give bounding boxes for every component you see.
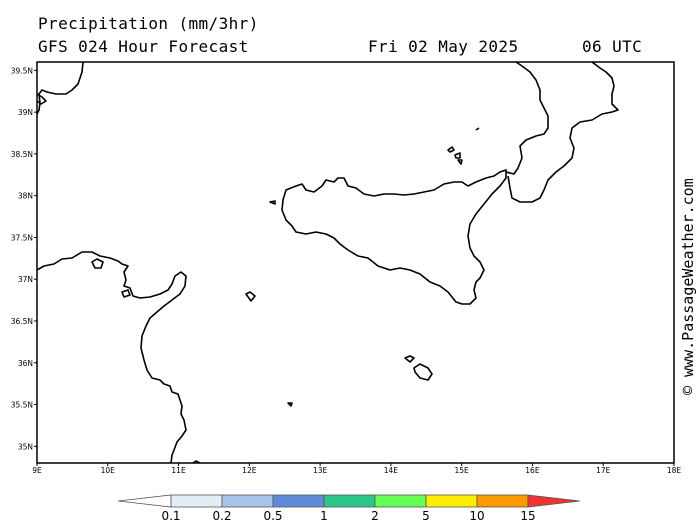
legend-threshold-label: 5 — [422, 509, 430, 523]
coastline — [36, 61, 619, 464]
legend-color-segment — [476, 494, 529, 508]
aeolian-island-4 — [475, 127, 480, 131]
legend-color-segment — [170, 494, 223, 508]
forecast-time-label: 06 UTC — [582, 37, 643, 56]
legend-threshold-label: 1 — [320, 509, 328, 523]
lat-tick-label: 39.5N — [11, 66, 33, 75]
lon-tick-label: 14E — [384, 466, 399, 475]
credit-watermark: © www.PassageWeather.com — [679, 178, 697, 395]
forecast-model-label: GFS 024 Hour Forecast — [38, 37, 249, 56]
lat-tick-label: 37N — [18, 275, 33, 284]
legend-color-segment — [374, 494, 427, 508]
lon-tick-label: 9E — [32, 466, 42, 475]
lat-tick-label: 35.5N — [11, 401, 33, 410]
pantelleria-island — [245, 291, 256, 302]
aeolian-island-2 — [454, 152, 461, 159]
lon-tick-label: 16E — [525, 466, 540, 475]
legend-color-segment — [323, 494, 376, 508]
calabria-coast — [505, 61, 549, 175]
djerba-islet — [192, 460, 201, 464]
egadi-island — [269, 200, 276, 205]
latitude-axis: 35N 35.5N 36N 36.5N 37N 37.5N 38N 38.5N 39N 39.5N — [11, 66, 37, 451]
lat-tick-label: 38.5N — [11, 150, 33, 159]
lat-tick-label: 36N — [18, 359, 33, 368]
map-frame — [36, 61, 675, 464]
lat-tick-label: 37.5N — [11, 233, 33, 242]
legend-color-segment — [221, 494, 274, 508]
credit-text: © www.PassageWeather.com — [679, 178, 697, 395]
aeolian-island-3 — [457, 159, 463, 165]
legend-color-segment — [272, 494, 325, 508]
legend-threshold-label: 0.1 — [161, 509, 180, 523]
legend-threshold-label: 10 — [469, 509, 484, 523]
sardinia-island — [36, 93, 47, 105]
lat-tick-label: 36.5N — [11, 317, 33, 326]
sardinia-coast — [36, 61, 84, 115]
lon-tick-label: 12E — [242, 466, 257, 475]
lat-tick-label: 35N — [18, 442, 33, 451]
legend-color-segment — [425, 494, 478, 508]
lat-tick-label: 39N — [18, 108, 33, 117]
legend-threshold-label: 15 — [520, 509, 535, 523]
legend-min-tip — [117, 494, 172, 508]
legend-threshold-label: 2 — [371, 509, 379, 523]
tunisia-island-small — [91, 258, 104, 269]
lon-tick-label: 13E — [313, 466, 328, 475]
legend-threshold-label: 0.5 — [263, 509, 282, 523]
sicily-coast — [281, 169, 507, 305]
legend-threshold-label: 0.2 — [212, 509, 231, 523]
chart-title: Precipitation (mm/3hr) — [38, 14, 259, 33]
lon-tick-label: 17E — [596, 466, 611, 475]
calabria-east-coast — [507, 61, 619, 203]
lon-tick-label: 10E — [101, 466, 116, 475]
malta-island — [413, 363, 433, 381]
lampedusa-island — [287, 402, 293, 407]
precipitation-legend: 0.1 0.2 0.5 1 2 5 10 15 — [117, 494, 581, 523]
tunisia-coast — [36, 251, 187, 464]
aeolian-island-1 — [447, 146, 455, 153]
lat-tick-label: 38N — [18, 192, 33, 201]
forecast-date-label: Fri 02 May 2025 — [368, 37, 519, 56]
lon-tick-label: 11E — [171, 466, 186, 475]
legend-max-tip — [527, 494, 581, 508]
kerkennah-island — [121, 289, 131, 298]
lon-tick-label: 18E — [667, 466, 682, 475]
gozo-island — [404, 355, 415, 363]
lon-tick-label: 15E — [455, 466, 470, 475]
longitude-axis: 9E 10E 11E 12E 13E 14E 15E 16E 17E 18E — [32, 463, 681, 475]
